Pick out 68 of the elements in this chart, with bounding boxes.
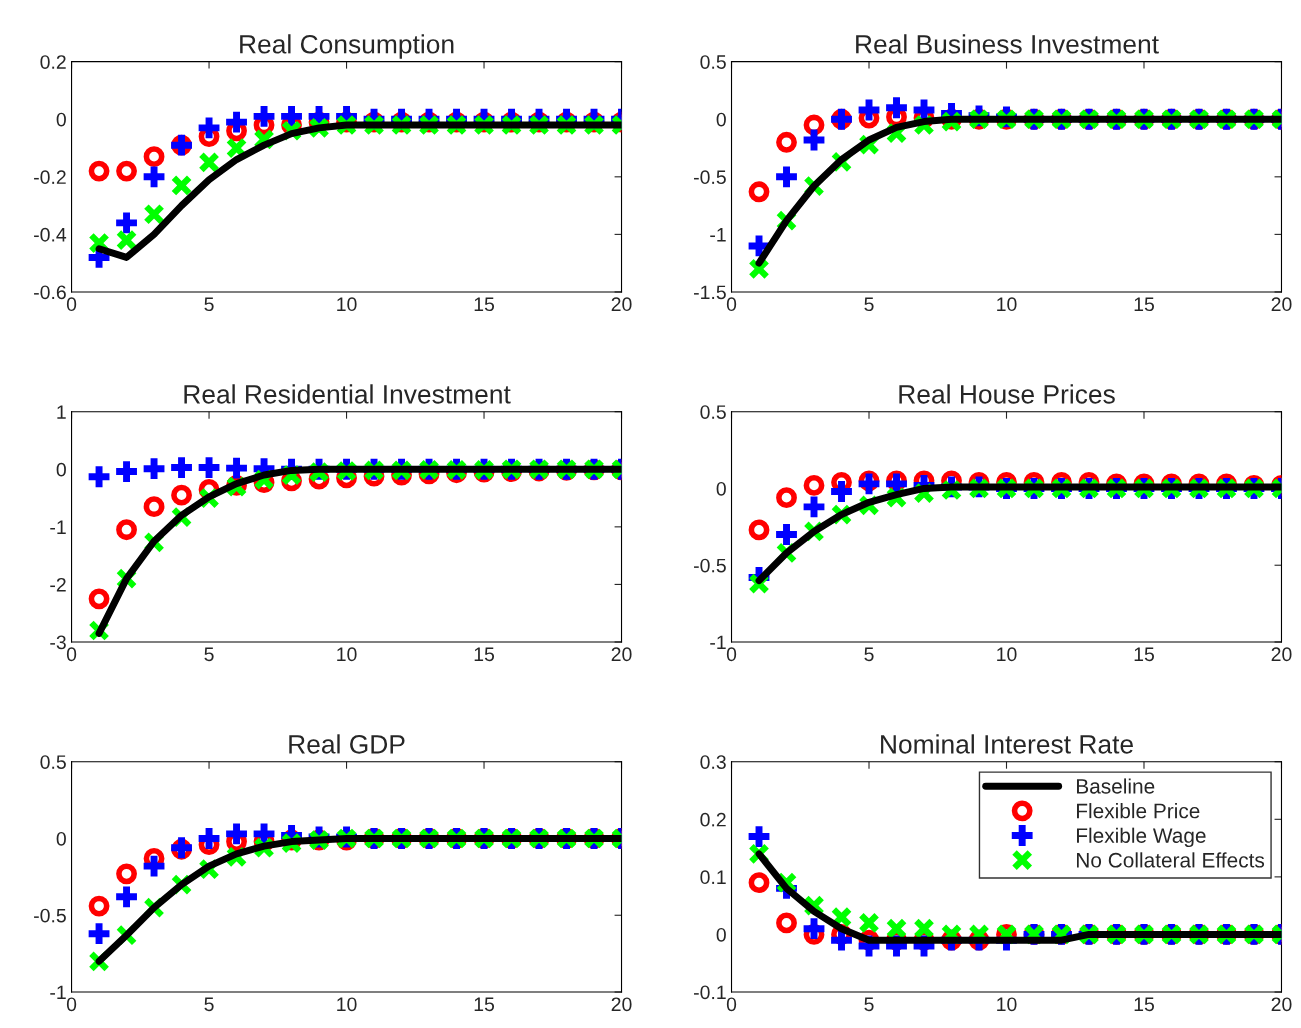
chart-title: Real Business Investment [856,34,1159,54]
x-tick-label: 20 [1271,997,1292,1012]
y-tick-label: -1 [50,520,66,534]
x-tick-label: 20 [1271,647,1292,662]
y-tick-label: 0 [716,927,726,942]
x-tick-label: 0 [66,297,77,312]
x-tick-label: 15 [474,297,495,312]
y-tick-label: -0.4 [34,227,67,242]
y-tick-label: 1 [57,405,66,419]
chart-title: Real House Prices [899,384,1115,404]
x-tick-label: 10 [997,997,1017,1012]
x-tick-label: 10 [997,297,1017,312]
x-tick-label: 20 [1271,297,1292,312]
y-tick-label: 0 [716,481,726,496]
x-tick-label: 0 [66,647,77,662]
x-tick-label: 10 [337,297,357,312]
x-tick-label: 0 [726,297,737,312]
y-tick-label: 0.5 [700,405,726,419]
x-tick-label: 0 [726,997,737,1012]
y-tick-label: 0.5 [40,755,66,769]
y-tick-label: -0.5 [694,558,726,573]
x-tick-label: 10 [337,997,357,1012]
x-tick-label: 15 [474,647,495,662]
x-tick-label: 15 [1134,647,1154,662]
x-tick-label: 0 [66,997,77,1012]
x-tick-label: 5 [204,297,214,312]
y-tick-label: -2 [50,577,66,592]
y-tick-label: 0 [56,112,66,127]
legend-label: Baseline [1077,778,1155,794]
x-tick-label: 20 [611,297,632,312]
y-tick-label: 0.5 [700,55,726,69]
x-tick-label: 5 [864,647,874,662]
y-tick-label: -1.5 [694,285,726,300]
chart-title: Nominal Interest Rate [881,734,1133,754]
legend-label: No Collateral Effects [1077,852,1265,868]
y-tick-label: 0.1 [700,870,726,885]
x-tick-label: 5 [204,647,214,662]
x-tick-label: 10 [337,647,357,662]
x-tick-label: 0 [726,647,737,662]
y-tick-label: 0 [56,831,66,846]
x-tick-label: 5 [864,997,874,1012]
x-tick-label: 5 [864,297,874,312]
y-tick-label: -1 [710,228,726,242]
y-tick-label: -0.1 [694,985,726,1000]
y-tick-label: -0.2 [34,170,66,185]
legend-label: Flexible Price [1077,803,1200,819]
x-tick-label: 5 [204,997,214,1012]
y-tick-label: -3 [50,635,66,650]
y-tick-label: 0.2 [40,55,66,69]
y-tick-label: -1 [50,985,66,1000]
y-tick-label: 0.3 [700,755,726,769]
y-tick-label: -0.5 [694,170,726,185]
legend-label: Flexible Wage [1077,827,1206,848]
chart-title: Real Residential Investment [184,384,511,404]
x-tick-label: 15 [1134,997,1154,1012]
y-tick-label: -0.5 [34,908,66,923]
x-tick-label: 15 [474,997,495,1012]
y-tick-label: -1 [710,635,726,650]
y-tick-label: 0 [56,462,66,477]
y-tick-label: 0 [716,112,726,127]
y-tick-label: 0.2 [700,812,726,827]
x-tick-label: 10 [997,647,1017,662]
chart-title: Real GDP [289,734,405,754]
x-tick-label: 20 [611,647,632,662]
y-tick-label: -0.6 [34,285,66,300]
x-tick-label: 20 [611,997,632,1012]
x-tick-label: 15 [1134,297,1154,312]
chart-title: Real Consumption [240,34,454,59]
